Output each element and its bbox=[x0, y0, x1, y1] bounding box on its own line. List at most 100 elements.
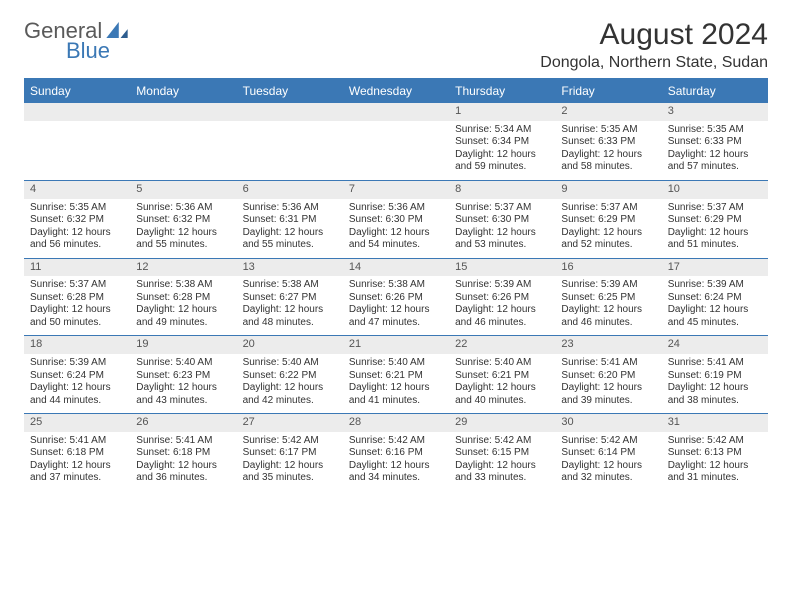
day-number: 24 bbox=[662, 336, 768, 354]
sunset-line: Sunset: 6:18 PM bbox=[136, 447, 210, 458]
sunrise-line: Sunrise: 5:40 AM bbox=[349, 357, 425, 368]
calendar-day-cell: 9Sunrise: 5:37 AMSunset: 6:29 PMDaylight… bbox=[555, 180, 661, 258]
daylight-line: Daylight: 12 hours and 55 minutes. bbox=[243, 227, 324, 251]
sunset-line: Sunset: 6:29 PM bbox=[561, 214, 635, 225]
day-details: Sunrise: 5:39 AMSunset: 6:26 PMDaylight:… bbox=[449, 276, 555, 335]
sunset-line: Sunset: 6:34 PM bbox=[455, 136, 529, 147]
sunrise-line: Sunrise: 5:38 AM bbox=[243, 279, 319, 290]
sunset-line: Sunset: 6:14 PM bbox=[561, 447, 635, 458]
calendar-day-cell: 10Sunrise: 5:37 AMSunset: 6:29 PMDayligh… bbox=[662, 180, 768, 258]
daylight-line: Daylight: 12 hours and 46 minutes. bbox=[561, 304, 642, 328]
sunset-line: Sunset: 6:33 PM bbox=[561, 136, 635, 147]
daylight-line: Daylight: 12 hours and 37 minutes. bbox=[30, 460, 111, 484]
weekday-header: Monday bbox=[130, 79, 236, 103]
sunrise-line: Sunrise: 5:42 AM bbox=[455, 435, 531, 446]
day-details: Sunrise: 5:38 AM Sunset: 6:28 PMDaylight:… bbox=[130, 276, 236, 335]
calendar-day-cell: 28Sunrise: 5:42 AMSunset: 6:16 PMDayligh… bbox=[343, 414, 449, 491]
daylight-line: Daylight: 12 hours and 55 minutes. bbox=[136, 227, 217, 251]
sunrise-line: Sunrise: 5:35 AM bbox=[668, 124, 744, 135]
day-details: Sunrise: 5:35 AMSunset: 6:33 PMDaylight:… bbox=[555, 121, 661, 180]
sunset-line: Sunset: 6:24 PM bbox=[668, 292, 742, 303]
day-details: Sunrise: 5:37 AMSunset: 6:29 PM Daylight:… bbox=[555, 199, 661, 258]
day-details: Sunrise: 5:42 AMSunset: 6:16 PMDaylight:… bbox=[343, 432, 449, 491]
day-number: 4 bbox=[24, 181, 130, 199]
day-number: 7 bbox=[343, 181, 449, 199]
sunrise-line: Sunrise: 5:38 AM bbox=[136, 279, 212, 290]
calendar-day-cell: 26Sunrise: 5:41 AMSunset: 6:18 PMDayligh… bbox=[130, 414, 236, 491]
calendar-empty-cell bbox=[130, 103, 236, 181]
daylight-line: Daylight: 12 hours and 53 minutes. bbox=[455, 227, 536, 251]
day-number: 17 bbox=[662, 259, 768, 277]
day-details: Sunrise: 5:37 AMSunset: 6:28 PMDaylight:… bbox=[24, 276, 130, 335]
day-details: Sunrise: 5:38 AMSunset: 6:27 PMDaylight:… bbox=[237, 276, 343, 335]
weekday-header: Tuesday bbox=[237, 79, 343, 103]
day-number: 14 bbox=[343, 259, 449, 277]
sunrise-line: Sunrise: 5:42 AM bbox=[668, 435, 744, 446]
daylight-line: Daylight: 12 hours and 40 minutes. bbox=[455, 382, 536, 406]
day-details: Sunrise: 5:42 AMSunset: 6:15 PMDaylight:… bbox=[449, 432, 555, 491]
weekday-header: Saturday bbox=[662, 79, 768, 103]
calendar-header-row: SundayMondayTuesdayWednesdayThursdayFrid… bbox=[24, 79, 768, 103]
daylight-line: Daylight: 12 hours and 46 minutes. bbox=[455, 304, 536, 328]
sunrise-line: Sunrise: 5:39 AM bbox=[455, 279, 531, 290]
month-title: August 2024 bbox=[540, 18, 768, 52]
calendar-day-cell: 14Sunrise: 5:38 AMSunset: 6:26 PMDayligh… bbox=[343, 258, 449, 336]
sunrise-line: Sunrise: 5:37 AM bbox=[455, 202, 531, 213]
sail-icon bbox=[106, 22, 128, 38]
day-number: 6 bbox=[237, 181, 343, 199]
calendar-day-cell: 6 Sunrise: 5:36 AMSunset: 6:31 PM Daylight… bbox=[237, 180, 343, 258]
day-number: 3 bbox=[662, 103, 768, 121]
calendar-day-cell: 15Sunrise: 5:39 AMSunset: 6:26 PMDayligh… bbox=[449, 258, 555, 336]
calendar-day-cell: 31Sunrise: 5:42 AMSunset: 6:13 PMDayligh… bbox=[662, 414, 768, 491]
title-block: August 2024 Dongola, Northern State, Sud… bbox=[540, 18, 768, 72]
day-number: 25 bbox=[24, 414, 130, 432]
sunrise-line: Sunrise: 5:40 AM bbox=[136, 357, 212, 368]
calendar-day-cell: 4Sunrise: 5:35 AMSunset: 6:32 PMDaylight… bbox=[24, 180, 130, 258]
sunrise-line: Sunrise: 5:41 AM bbox=[668, 357, 744, 368]
day-details: Sunrise: 5:40 AMSunset: 6:21 PMDaylight:… bbox=[343, 354, 449, 413]
day-details: Sunrise: 5:34 AMSunset: 6:34 PMDaylight:… bbox=[449, 121, 555, 180]
calendar-day-cell: 30Sunrise: 5:42 AMSunset: 6:14 PMDayligh… bbox=[555, 414, 661, 491]
daylight-line: Daylight: 12 hours and 44 minutes. bbox=[30, 382, 111, 406]
sunset-line: Sunset: 6:32 PM bbox=[136, 214, 210, 225]
daylight-line: Daylight: 12 hours and 39 minutes. bbox=[561, 382, 642, 406]
day-details: Sunrise: 5:42 AMSunset: 6:13 PMDaylight:… bbox=[662, 432, 768, 491]
day-details: Sunrise: 5:36 AMSunset: 6:31 PM Daylight:… bbox=[237, 199, 343, 258]
day-details bbox=[130, 121, 236, 175]
sunset-line: Sunset: 6:22 PM bbox=[243, 370, 317, 381]
calendar-day-cell: 13Sunrise: 5:38 AMSunset: 6:27 PMDayligh… bbox=[237, 258, 343, 336]
daylight-line: Daylight: 12 hours and 38 minutes. bbox=[668, 382, 749, 406]
calendar-day-cell: 11Sunrise: 5:37 AMSunset: 6:28 PMDayligh… bbox=[24, 258, 130, 336]
sunrise-line: Sunrise: 5:42 AM bbox=[561, 435, 637, 446]
sunrise-line: Sunrise: 5:36 AM bbox=[243, 202, 319, 213]
weekday-header: Wednesday bbox=[343, 79, 449, 103]
sunset-line: Sunset: 6:31 PM bbox=[243, 214, 317, 225]
day-details: Sunrise: 5:42 AMSunset: 6:17 PMDaylight:… bbox=[237, 432, 343, 491]
sunset-line: Sunset: 6:28 PM bbox=[136, 292, 210, 303]
day-details: Sunrise: 5:36 AMSunset: 6:30 PMDaylight:… bbox=[343, 199, 449, 258]
day-number: 1 bbox=[449, 103, 555, 121]
day-details: Sunrise: 5:40 AMSunset: 6:23 PMDaylight:… bbox=[130, 354, 236, 413]
sunrise-line: Sunrise: 5:38 AM bbox=[349, 279, 425, 290]
daylight-line: Daylight: 12 hours and 54 minutes. bbox=[349, 227, 430, 251]
sunset-line: Sunset: 6:18 PM bbox=[30, 447, 104, 458]
day-number: 16 bbox=[555, 259, 661, 277]
sunset-line: Sunset: 6:30 PM bbox=[349, 214, 423, 225]
calendar-empty-cell bbox=[343, 103, 449, 181]
day-number: 20 bbox=[237, 336, 343, 354]
calendar-empty-cell bbox=[237, 103, 343, 181]
daylight-line: Daylight: 12 hours and 49 minutes. bbox=[136, 304, 217, 328]
daylight-line: Daylight: 12 hours and 43 minutes. bbox=[136, 382, 217, 406]
daylight-line: Daylight: 12 hours and 52 minutes. bbox=[561, 227, 642, 251]
daylight-line: Daylight: 12 hours and 31 minutes. bbox=[668, 460, 749, 484]
location-text: Dongola, Northern State, Sudan bbox=[540, 54, 768, 72]
sunset-line: Sunset: 6:24 PM bbox=[30, 370, 104, 381]
sunrise-line: Sunrise: 5:41 AM bbox=[136, 435, 212, 446]
day-number: 23 bbox=[555, 336, 661, 354]
sunset-line: Sunset: 6:29 PM bbox=[668, 214, 742, 225]
calendar-week-row: 18Sunrise: 5:39 AMSunset: 6:24 PMDayligh… bbox=[24, 336, 768, 414]
daylight-line: Daylight: 12 hours and 50 minutes. bbox=[30, 304, 111, 328]
sunrise-line: Sunrise: 5:37 AM bbox=[561, 202, 637, 213]
daylight-line: Daylight: 12 hours and 35 minutes. bbox=[243, 460, 324, 484]
weekday-header: Sunday bbox=[24, 79, 130, 103]
